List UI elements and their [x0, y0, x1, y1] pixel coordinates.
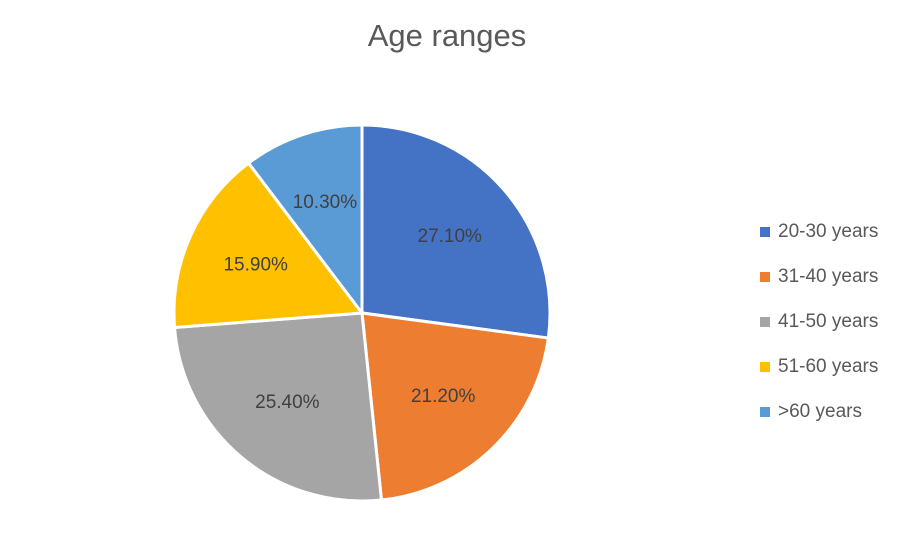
legend-swatch — [760, 316, 770, 327]
pie-slices — [172, 123, 552, 503]
legend-swatch — [760, 271, 770, 282]
pie-slice-4 — [172, 161, 364, 329]
legend-item: 31-40 years — [760, 254, 910, 299]
pie-data-labels: 27.10% 21.20% 25.40% 15.90% 10.30% — [223, 192, 482, 413]
slice-data-label-3: 25.40% — [255, 392, 320, 413]
legend-item: 51-60 years — [760, 344, 910, 389]
slice-data-label-5: 10.30% — [293, 192, 358, 213]
legend-swatch — [760, 406, 770, 417]
pie-slice-3 — [173, 311, 383, 503]
chart-legend: 20-30 years 31-40 years 41-50 years 51-60 y… — [760, 209, 910, 434]
legend-item: 41-50 years — [760, 299, 910, 344]
slice-data-label-1: 27.10% — [418, 226, 483, 247]
legend-label: 20-30 years — [778, 220, 879, 242]
legend-label: >60 years — [778, 400, 862, 422]
slice-data-label-4: 15.90% — [223, 255, 288, 276]
legend-item: 20-30 years — [760, 209, 910, 254]
legend-swatch — [760, 226, 770, 237]
legend-label: 51-60 years — [778, 355, 879, 377]
legend-swatch — [760, 361, 770, 372]
pie-slice-1 — [360, 123, 552, 340]
chart-title: Age ranges — [367, 18, 527, 53]
legend-item: >60 years — [760, 389, 910, 434]
slice-data-label-2: 21.20% — [411, 386, 476, 407]
legend-label: 31-40 years — [778, 265, 879, 287]
legend-label: 41-50 years — [778, 310, 879, 332]
pie-slice-2 — [360, 311, 550, 502]
pie-slice-5 — [247, 123, 364, 315]
